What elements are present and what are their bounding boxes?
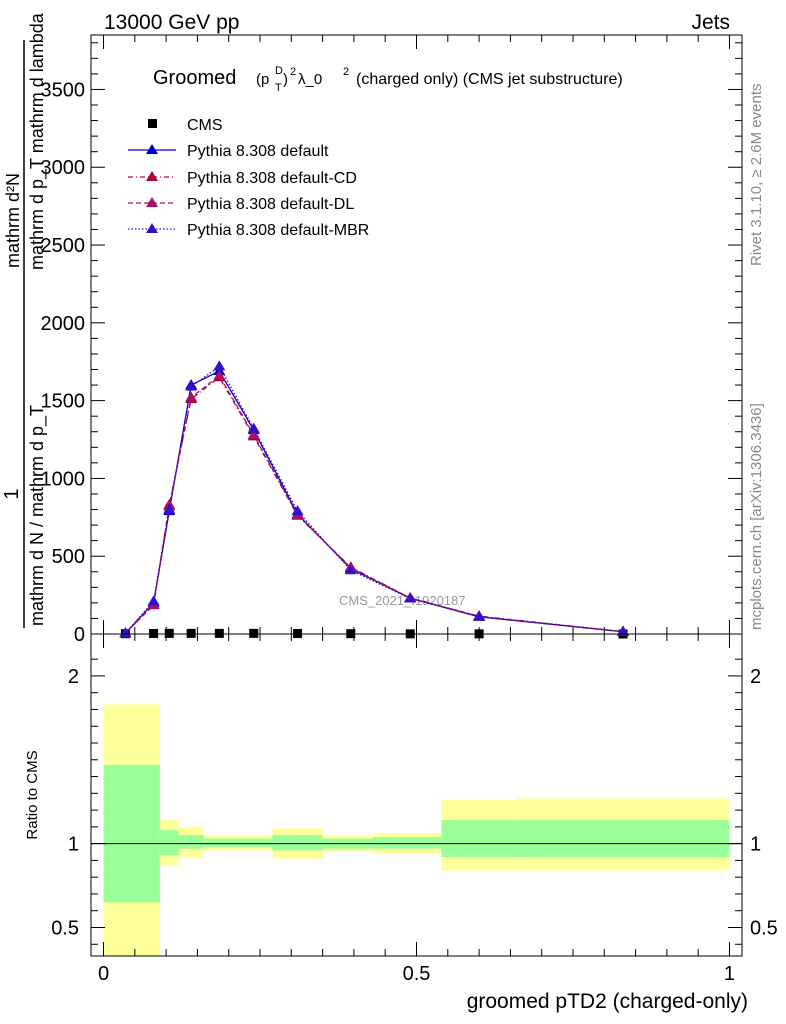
ratio-y-tick-labels: 0.5 0.5 1 1 2 2: [51, 666, 778, 940]
point-pythia-8-308-default-mbr: [213, 360, 226, 371]
ratio-ytick-label-left: 1: [68, 834, 79, 856]
rivet-version-label: Rivet 3.1.10, ≥ 2.6M events: [748, 84, 765, 267]
point-pythia-8-308-default-mbr: [404, 592, 417, 603]
point-pythia-8-308-default-mbr: [617, 625, 630, 636]
x-tick-label: 1: [724, 963, 735, 985]
x-axis-label: groomed pTD2 (charged-only): [467, 990, 748, 1013]
ratio-panel: 0.5 0.51 12 2 0 0.5 1 Ratio to CMS groomed pT…: [24, 633, 778, 1013]
legend-marker-mbr: [146, 223, 158, 233]
ratio-plot-frame: [90, 633, 743, 957]
mcplots-label: mcplots.cern.ch [arXiv:1306.3436]: [748, 403, 765, 630]
main-ytick-label: 1500: [41, 391, 86, 413]
ratio-band-inner: [178, 835, 204, 849]
main-panel: 0 500 1000 1500 2000 2500 3000 3500 Groomed (p …: [1, 12, 743, 646]
legend: CMS Pythia 8.308 default Pythia 8.308 de…: [128, 117, 369, 239]
point-pythia-8-308-default-dl: [213, 369, 226, 380]
ratio-bands-group: [103, 704, 730, 956]
ratio-band-inner: [103, 764, 160, 903]
main-ytick-label: 0: [74, 624, 85, 646]
title-tail: (charged only) (CMS jet substructure): [356, 71, 623, 88]
point-cms: [186, 628, 196, 638]
main-y-axis-label: 1 mathrm d N / mathrm d p_T mathrm d²N m…: [1, 12, 48, 628]
main-ytick-label: 2000: [41, 313, 86, 335]
legend-label-cms: CMS: [187, 117, 223, 134]
legend-marker-cd: [146, 171, 158, 181]
legend-marker-default: [146, 144, 158, 154]
legend-label-mbr: Pythia 8.308 default-MBR: [187, 222, 369, 239]
title-paren-close: ): [283, 71, 288, 88]
main-ytick-label: 500: [52, 546, 85, 568]
point-pythia-8-308-default-mbr: [119, 627, 132, 638]
point-pythia-8-308-default-mbr: [473, 610, 486, 621]
title-sup-2a: 2: [290, 66, 296, 78]
ratio-ytick-label-left: 2: [68, 666, 79, 688]
point-pythia-8-308-default-mbr: [163, 503, 176, 514]
main-series-group: [119, 360, 630, 639]
ratio-x-tick-labels: 0 0.5 1: [98, 963, 735, 985]
point-cms: [249, 628, 259, 638]
main-y-tick-labels: 0 500 1000 1500 2000 2500 3000 3500: [41, 79, 86, 646]
point-pythia-8-308-default-dl: [185, 391, 198, 402]
ratio-band-inner: [203, 838, 273, 847]
ratio-ytick-label-right: 0.5: [750, 917, 778, 939]
point-pythia-8-308-default-mbr: [344, 564, 357, 575]
title-sup-2b: 2: [343, 66, 349, 78]
ratio-band-inner: [516, 820, 730, 858]
point-pythia-8-308-default-mbr: [247, 422, 260, 433]
point-pythia-8-308-default-dl: [247, 428, 260, 439]
ylabel-denominator-outer: mathrm d N / mathrm d p_T: [27, 405, 48, 626]
ylabel-denominator-inner: mathrm d p_T mathrm d lambda: [27, 12, 48, 270]
header-energy-label: 13000 GeV pp: [104, 11, 239, 34]
legend-marker-dl: [146, 197, 158, 207]
point-pythia-8-308-default-mbr: [185, 380, 198, 391]
point-pythia-8-308-default-mbr: [291, 505, 304, 516]
ratio-y-axis-label: Ratio to CMS: [24, 750, 41, 839]
main-ytick-label: 1000: [41, 468, 86, 490]
ratio-band-inner: [159, 830, 179, 856]
title-main: Groomed: [153, 67, 236, 89]
title-paren-open: (p: [256, 71, 269, 88]
main-axis-ticks: [91, 35, 742, 635]
x-tick-label: 0: [98, 963, 109, 985]
title-lambda: λ_0: [298, 71, 322, 88]
ylabel-one: 1: [1, 488, 23, 499]
main-ytick-label: 3500: [41, 79, 86, 101]
legend-label-cd: Pythia 8.308 default-CD: [187, 170, 357, 187]
title-sub-t: T: [275, 82, 282, 94]
point-pythia-8-308-default-mbr: [147, 595, 160, 606]
ratio-band-inner: [441, 820, 517, 858]
ylabel-numerator-inner: mathrm d²N: [3, 173, 23, 268]
point-cms: [164, 628, 174, 638]
ratio-ytick-label-left: 0.5: [51, 917, 79, 939]
title-sup-d: D: [275, 65, 283, 77]
ratio-ytick-label-right: 2: [750, 666, 761, 688]
ratio-ytick-label-right: 1: [750, 834, 761, 856]
main-title: Groomed (p D T ) 2 λ_0 2 (charged only) …: [153, 65, 623, 94]
ratio-axis-ticks: [91, 634, 742, 956]
legend-label-default: Pythia 8.308 default: [187, 143, 329, 160]
x-tick-label: 0.5: [403, 963, 431, 985]
ratio-band-inner: [372, 836, 442, 849]
legend-marker-cms: [148, 119, 157, 128]
main-ytick-label: 3000: [41, 157, 86, 179]
header-jets-label: Jets: [691, 11, 730, 34]
point-cms: [214, 628, 224, 638]
ratio-band-inner: [272, 835, 323, 851]
legend-label-dl: Pythia 8.308 default-DL: [187, 196, 354, 213]
main-ytick-label: 2500: [41, 235, 86, 257]
